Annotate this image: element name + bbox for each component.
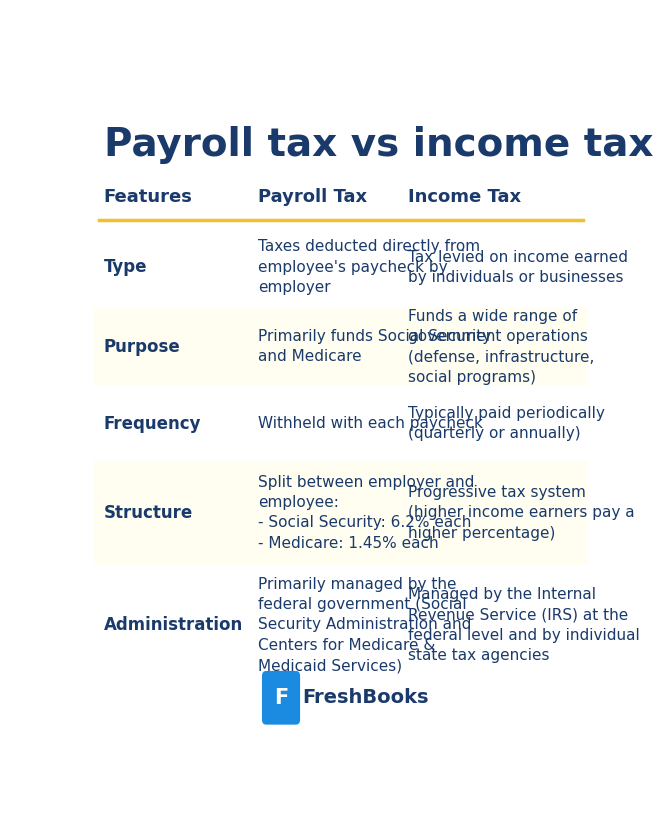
Text: Type: Type (104, 258, 147, 276)
Text: Purpose: Purpose (104, 338, 180, 355)
FancyBboxPatch shape (93, 461, 589, 565)
Text: Withheld with each paycheck: Withheld with each paycheck (259, 416, 483, 431)
Text: FreshBooks: FreshBooks (302, 688, 429, 707)
FancyBboxPatch shape (93, 231, 589, 304)
FancyBboxPatch shape (262, 671, 300, 725)
Text: Income Tax: Income Tax (408, 188, 521, 206)
FancyBboxPatch shape (93, 568, 589, 682)
Text: F: F (274, 688, 288, 708)
Text: Split between employer and
employee:
- Social Security: 6.2% each
- Medicare: 1.: Split between employer and employee: - S… (259, 475, 475, 551)
FancyBboxPatch shape (93, 307, 589, 386)
Text: Progressive tax system
(higher income earners pay a
higher percentage): Progressive tax system (higher income ea… (408, 485, 634, 540)
Text: Funds a wide range of
government operations
(defense, infrastructure,
social pro: Funds a wide range of government operati… (408, 309, 595, 385)
Text: Typically paid periodically
(quarterly or annually): Typically paid periodically (quarterly o… (408, 406, 604, 442)
Text: Structure: Structure (104, 504, 193, 522)
Text: Administration: Administration (104, 616, 243, 634)
Text: Frequency: Frequency (104, 415, 201, 432)
Text: Primarily funds Social Security
and Medicare: Primarily funds Social Security and Medi… (259, 329, 491, 364)
Text: Managed by the Internal
Revenue Service (IRS) at the
federal level and by indivi: Managed by the Internal Revenue Service … (408, 587, 640, 663)
Text: Primarily managed by the
federal government (Social
Security Administration and
: Primarily managed by the federal governm… (259, 577, 471, 673)
Text: Features: Features (104, 188, 193, 206)
Text: Taxes deducted directly from
employee's paycheck by
employer: Taxes deducted directly from employee's … (259, 240, 481, 295)
Text: Payroll Tax: Payroll Tax (259, 188, 368, 206)
Text: Payroll tax vs income tax: Payroll tax vs income tax (104, 126, 653, 164)
Text: Tax levied on income earned
by individuals or businesses: Tax levied on income earned by individua… (408, 250, 628, 285)
FancyBboxPatch shape (93, 388, 589, 459)
